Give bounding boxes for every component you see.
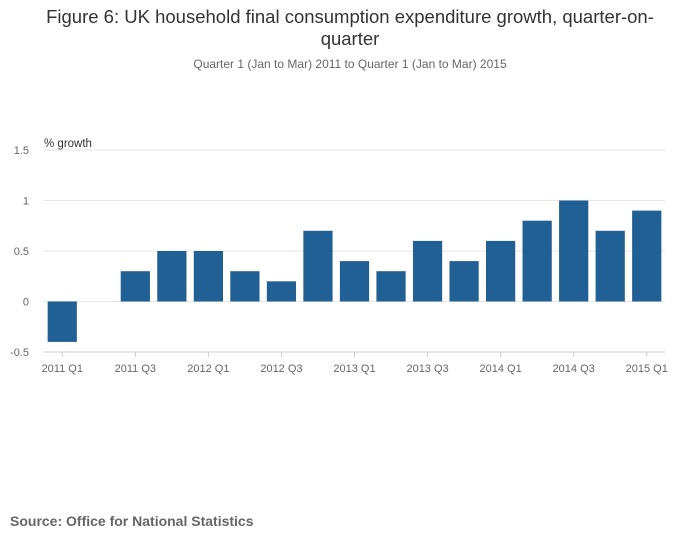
y-tick-label: -0.5 bbox=[10, 347, 29, 359]
x-tick-label: 2013 Q1 bbox=[333, 363, 375, 375]
chart-subtitle: Quarter 1 (Jan to Mar) 2011 to Quarter 1… bbox=[193, 57, 507, 71]
x-tick-label: 2011 Q1 bbox=[42, 363, 83, 375]
y-tick-label: 1 bbox=[23, 196, 29, 208]
x-tick-label: 2012 Q1 bbox=[187, 363, 229, 375]
bar bbox=[47, 301, 77, 342]
bar bbox=[157, 251, 187, 302]
bar bbox=[339, 261, 370, 302]
bar bbox=[266, 281, 297, 302]
bar bbox=[595, 230, 625, 302]
x-tick-label: 2015 Q1 bbox=[626, 363, 668, 375]
x-tick-label: 2011 Q3 bbox=[115, 363, 156, 375]
bar bbox=[376, 271, 406, 302]
source-note: Source: Office for National Statistics bbox=[10, 513, 254, 529]
bar bbox=[230, 271, 260, 302]
bar bbox=[522, 220, 552, 302]
y-axis-label: % growth bbox=[44, 138, 92, 150]
bar bbox=[303, 230, 333, 302]
y-tick-label: 1.5 bbox=[14, 145, 29, 157]
x-tick-label: 2012 Q3 bbox=[260, 363, 302, 375]
x-tick-label: 2014 Q1 bbox=[480, 363, 522, 375]
axes: -0.5 0 0.5 1 1.5 2011 Q1 2011 Q3 2012 Q1 2012 Q3… bbox=[10, 145, 668, 375]
bar bbox=[449, 261, 479, 302]
bar bbox=[120, 271, 150, 302]
bar bbox=[412, 240, 443, 302]
chart-title: Figure 6: UK household final consumption… bbox=[46, 6, 654, 49]
y-tick-label: 0 bbox=[23, 297, 29, 309]
bar bbox=[632, 210, 662, 302]
bar bbox=[193, 251, 223, 302]
y-tick-label: 0.5 bbox=[14, 246, 29, 258]
bar bbox=[559, 200, 589, 302]
bar bbox=[486, 240, 516, 302]
bars bbox=[47, 200, 662, 342]
x-tick-label: 2014 Q3 bbox=[553, 363, 595, 375]
x-tick-label: 2013 Q3 bbox=[406, 363, 448, 375]
